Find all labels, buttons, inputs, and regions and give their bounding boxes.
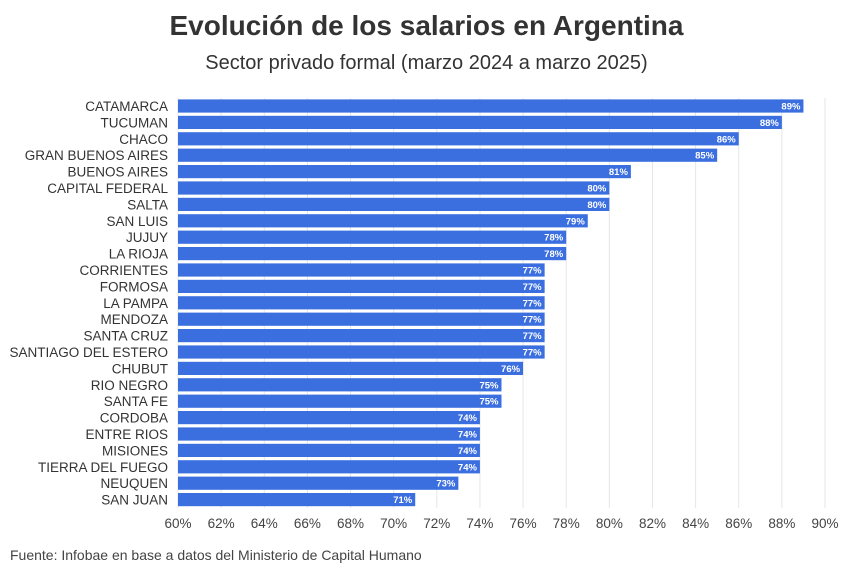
- x-tick-label: 72%: [423, 516, 450, 531]
- data-label: 76%: [501, 364, 521, 375]
- category-label: GRAN BUENOS AIRES: [25, 148, 168, 163]
- bar: [178, 329, 545, 343]
- data-label: 80%: [587, 184, 607, 195]
- bar: [178, 361, 524, 375]
- category-label: NEUQUEN: [100, 476, 168, 491]
- data-label: 75%: [479, 397, 499, 408]
- x-tick-label: 68%: [337, 516, 364, 531]
- x-tick-label: 88%: [768, 516, 795, 531]
- chart-subtitle: Sector privado formal (marzo 2024 a marz…: [205, 52, 648, 74]
- bar: [178, 476, 459, 490]
- x-tick-label: 74%: [466, 516, 493, 531]
- category-label: SAN JUAN: [101, 493, 168, 508]
- bar: [178, 460, 480, 474]
- bar: [178, 443, 480, 457]
- chart-title: Evolución de los salarios en Argentina: [169, 10, 684, 41]
- category-label: MISIONES: [102, 443, 168, 458]
- data-label: 75%: [479, 380, 499, 391]
- data-label: 77%: [523, 315, 543, 326]
- category-label: CORDOBA: [100, 411, 168, 426]
- data-label: 80%: [587, 200, 607, 211]
- category-label: SAN LUIS: [106, 214, 168, 229]
- bar: [178, 296, 545, 310]
- data-label: 79%: [566, 216, 586, 227]
- x-tick-label: 82%: [639, 516, 666, 531]
- category-label: FORMOSA: [100, 279, 168, 294]
- bar: [178, 214, 588, 228]
- category-label: ENTRE RIOS: [85, 427, 168, 442]
- bar: [178, 427, 480, 441]
- x-tick-label: 78%: [553, 516, 580, 531]
- source-note: Fuente: Infobae en base a datos del Mini…: [10, 547, 422, 563]
- data-label: 89%: [781, 102, 801, 113]
- bar: [178, 165, 631, 179]
- bar: [178, 247, 567, 261]
- bar: [178, 312, 545, 326]
- bar: [178, 197, 610, 211]
- data-label: 81%: [609, 167, 629, 178]
- x-tick-label: 80%: [596, 516, 623, 531]
- x-tick-label: 86%: [725, 516, 752, 531]
- x-tick-label: 84%: [682, 516, 709, 531]
- x-tick-label: 70%: [380, 516, 407, 531]
- category-label: SANTA FE: [104, 394, 168, 409]
- category-label: BUENOS AIRES: [67, 165, 168, 180]
- category-label: CHACO: [119, 132, 168, 147]
- data-label: 74%: [458, 413, 478, 424]
- bar: [178, 99, 804, 113]
- data-label: 85%: [695, 151, 715, 162]
- x-tick-label: 60%: [164, 516, 191, 531]
- data-label: 88%: [760, 118, 780, 129]
- category-label: MENDOZA: [101, 312, 169, 327]
- data-label: 74%: [458, 462, 478, 473]
- data-label: 78%: [544, 233, 564, 244]
- bar: [178, 132, 739, 146]
- x-tick-label: 64%: [251, 516, 278, 531]
- x-tick-label: 76%: [510, 516, 537, 531]
- data-label: 74%: [458, 446, 478, 457]
- category-label: TIERRA DEL FUEGO: [38, 460, 168, 475]
- x-tick-label: 66%: [294, 516, 321, 531]
- data-label: 71%: [393, 495, 413, 506]
- category-label: CHUBUT: [112, 361, 168, 376]
- category-label: LA RIOJA: [109, 247, 168, 262]
- bar: [178, 378, 502, 392]
- bar: [178, 148, 718, 162]
- category-label: JUJUY: [126, 230, 168, 245]
- bar: [178, 394, 502, 408]
- bar: [178, 493, 416, 507]
- data-label: 77%: [523, 266, 543, 277]
- category-label: RIO NEGRO: [91, 378, 168, 393]
- category-label: CORRIENTES: [79, 263, 168, 278]
- category-label: TUCUMAN: [101, 115, 169, 130]
- data-label: 77%: [523, 282, 543, 293]
- category-label: CAPITAL FEDERAL: [47, 181, 168, 196]
- data-label: 78%: [544, 249, 564, 260]
- x-tick-label: 62%: [208, 516, 235, 531]
- category-label: CATAMARCA: [85, 99, 168, 114]
- bar: [178, 263, 545, 277]
- bar: [178, 115, 782, 129]
- x-tick-label: 90%: [811, 516, 838, 531]
- category-label: SANTA CRUZ: [83, 329, 168, 344]
- category-label: SALTA: [127, 197, 168, 212]
- bar: [178, 279, 545, 293]
- data-label: 73%: [436, 479, 456, 490]
- bar: [178, 230, 567, 244]
- data-label: 77%: [523, 298, 543, 309]
- category-label: SANTIAGO DEL ESTERO: [9, 345, 168, 360]
- data-label: 77%: [523, 331, 543, 342]
- category-label: LA PAMPA: [103, 296, 168, 311]
- data-label: 77%: [523, 348, 543, 359]
- data-label: 86%: [717, 134, 737, 145]
- bar: [178, 411, 480, 425]
- data-label: 74%: [458, 430, 478, 441]
- bar: [178, 345, 545, 359]
- bar: [178, 181, 610, 195]
